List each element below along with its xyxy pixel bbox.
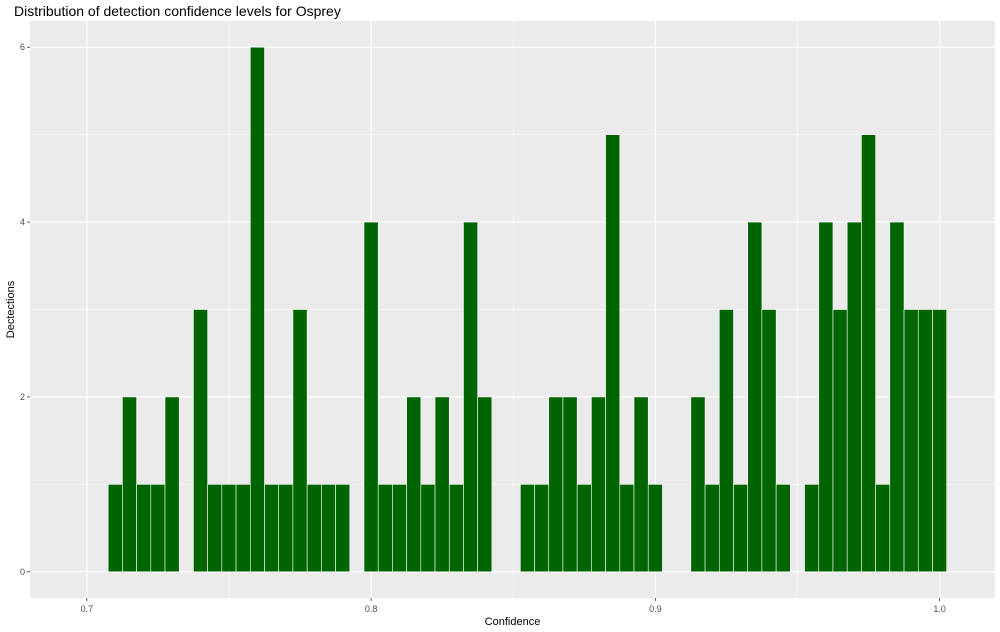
x-axis: 0.7 0.8 0.9 1.0: [81, 598, 946, 614]
histogram-bar: [207, 484, 223, 573]
histogram-bar: [292, 309, 308, 573]
x-tick-label: 0.8: [365, 604, 378, 614]
chart-title: Distribution of detection confidence lev…: [14, 3, 341, 19]
histogram-bar: [747, 221, 763, 573]
histogram-bar: [463, 221, 478, 573]
histogram-bar: [889, 221, 905, 573]
histogram-bar: [377, 484, 393, 573]
histogram-bar: [164, 396, 180, 573]
histogram-bar: [136, 484, 152, 573]
y-tick-label: 0: [20, 567, 25, 577]
histogram-bar: [619, 484, 635, 573]
histogram-bar: [363, 221, 379, 573]
histogram-bar: [448, 484, 464, 573]
histogram-bar: [718, 309, 734, 573]
histogram-bar: [633, 396, 649, 573]
y-tick-label: 2: [20, 392, 25, 402]
histogram-bar: [534, 484, 550, 573]
histogram-bar: [107, 484, 123, 573]
bars: [107, 46, 947, 573]
histogram-bar: [761, 309, 777, 573]
histogram-bar: [321, 484, 336, 573]
histogram-bar: [605, 134, 621, 573]
histogram-bar: [775, 484, 791, 573]
histogram-bar: [832, 309, 848, 573]
histogram-bar: [420, 484, 436, 573]
y-tick-label: 4: [20, 217, 25, 227]
histogram-bar: [704, 484, 720, 573]
histogram-bar: [235, 484, 251, 573]
histogram-bar: [804, 484, 820, 573]
histogram-bar: [278, 484, 294, 573]
histogram-bar: [591, 396, 606, 573]
histogram-bar: [335, 484, 351, 573]
x-tick-label: 0.9: [649, 604, 662, 614]
histogram-bar: [861, 134, 876, 573]
histogram-bar: [690, 396, 706, 573]
histogram-bar: [306, 484, 322, 573]
histogram-bar: [406, 396, 422, 573]
histogram-bar: [875, 484, 891, 573]
histogram-bar: [434, 396, 450, 573]
y-axis-title: Dectections: [5, 280, 17, 338]
histogram-bar: [576, 484, 592, 573]
histogram-bar: [520, 484, 535, 573]
histogram-bar: [249, 46, 265, 573]
histogram-bar: [647, 484, 663, 573]
x-tick-label: 1.0: [933, 604, 946, 614]
histogram-bar: [903, 309, 919, 573]
histogram-bar: [477, 396, 493, 573]
histogram-bar: [846, 221, 862, 573]
histogram-bar: [193, 309, 208, 573]
x-tick-label: 0.7: [81, 604, 94, 614]
histogram-bar: [733, 484, 749, 573]
histogram-bar: [264, 484, 280, 573]
histogram-bar: [932, 309, 947, 573]
histogram-bar: [818, 221, 834, 573]
histogram-bar: [150, 484, 166, 573]
y-axis: 0 2 4 6: [20, 42, 30, 577]
x-axis-title: Confidence: [485, 616, 541, 628]
histogram-bar: [562, 396, 578, 573]
histogram-bar: [122, 396, 137, 573]
histogram-bar: [392, 484, 407, 573]
y-tick-label: 6: [20, 42, 25, 52]
histogram-bar: [548, 396, 564, 573]
histogram-bar: [917, 309, 933, 573]
histogram-bar: [221, 484, 237, 573]
